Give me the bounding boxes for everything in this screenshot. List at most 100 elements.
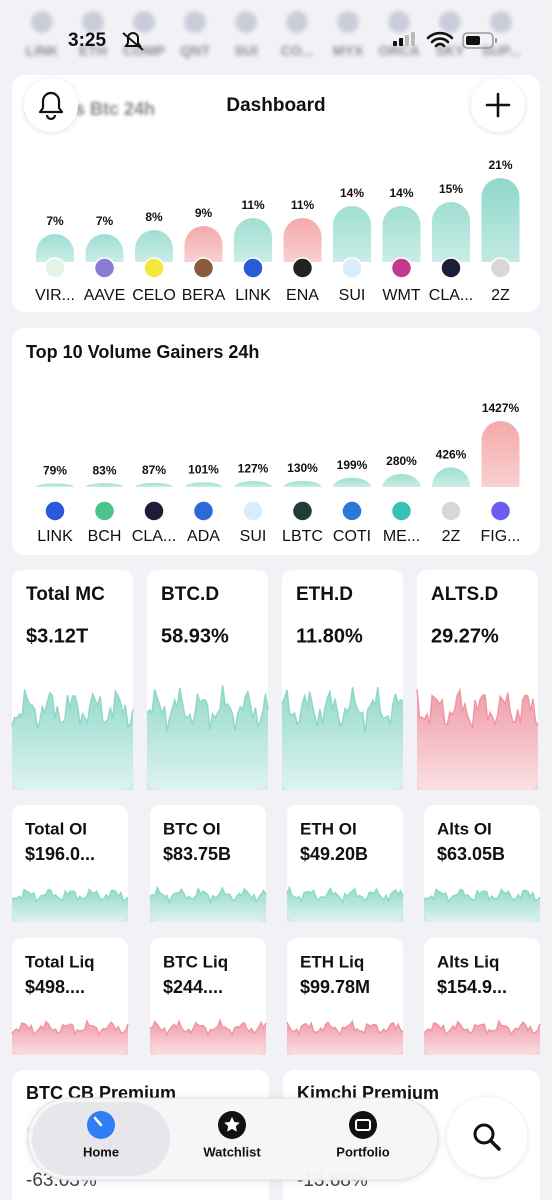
bar-value-label: 21% bbox=[488, 158, 512, 172]
ticker-icon bbox=[133, 11, 155, 33]
header-title: Dashboard bbox=[226, 95, 325, 116]
sparkline-area bbox=[150, 887, 266, 922]
card-glyph bbox=[355, 1119, 371, 1131]
wifi-icon bbox=[426, 31, 454, 48]
sparkline-line bbox=[11, 1019, 129, 1037]
bar bbox=[184, 226, 223, 262]
coin-name: FIG... bbox=[481, 528, 521, 545]
bar bbox=[283, 480, 322, 487]
bar bbox=[184, 482, 223, 487]
status-time: 3:25 bbox=[68, 30, 106, 51]
sparkline-area bbox=[287, 887, 403, 922]
bar-value-label: 7% bbox=[96, 214, 114, 228]
coin-icon bbox=[390, 500, 413, 522]
bar bbox=[36, 234, 74, 262]
metric-value: $99.78M bbox=[300, 977, 370, 997]
status-icons bbox=[122, 31, 497, 51]
coin-name: AAVE bbox=[84, 287, 126, 304]
metric-title: Total Liq bbox=[25, 952, 95, 971]
bar-value-label: 280% bbox=[386, 454, 417, 468]
bar-value-label: 199% bbox=[337, 458, 368, 472]
ticker-icon bbox=[439, 11, 461, 33]
signal-bar bbox=[393, 41, 397, 46]
bar bbox=[234, 481, 272, 487]
battery-level bbox=[466, 36, 480, 45]
bar bbox=[382, 474, 421, 487]
metric-value: $498.... bbox=[25, 977, 85, 997]
sparkline-line bbox=[146, 685, 269, 732]
metric-value: $196.0... bbox=[25, 844, 95, 864]
coin-name: LINK bbox=[235, 287, 271, 304]
coin-icon bbox=[440, 500, 462, 522]
bar-value-label: 83% bbox=[92, 463, 116, 477]
coin-name: 2Z bbox=[491, 287, 510, 304]
coin-icon bbox=[143, 500, 165, 522]
tab-item[interactable]: Watchlist bbox=[203, 1111, 261, 1159]
ticker-icon bbox=[82, 11, 104, 33]
coin-name: CLA... bbox=[429, 287, 473, 304]
signal-bar bbox=[411, 32, 415, 46]
metric-title: ETH.D bbox=[296, 584, 353, 605]
coin-icon bbox=[341, 500, 363, 522]
sparkline-line bbox=[423, 1019, 541, 1037]
coin-icon bbox=[341, 257, 363, 279]
search-button[interactable] bbox=[447, 1097, 527, 1177]
bar-value-label: 8% bbox=[145, 210, 163, 224]
metric-card[interactable] bbox=[424, 805, 540, 922]
bar-value-label: 9% bbox=[195, 206, 213, 220]
tab-label: Home bbox=[83, 1144, 119, 1159]
coin-icon bbox=[489, 257, 512, 279]
ticker-icon bbox=[337, 11, 359, 33]
bar bbox=[333, 477, 371, 487]
bell-icon bbox=[38, 91, 64, 121]
metric-value: 58.93% bbox=[161, 625, 229, 647]
metric-card[interactable] bbox=[12, 805, 128, 922]
bar bbox=[481, 178, 520, 262]
signal-bar bbox=[399, 38, 403, 46]
tab-item[interactable]: Home bbox=[83, 1111, 119, 1159]
bar bbox=[36, 483, 74, 487]
coin-name: LBTC bbox=[282, 528, 323, 545]
tab-label: Portfolio bbox=[336, 1144, 389, 1159]
metric-title: BTC OI bbox=[163, 819, 221, 838]
bar-value-label: 7% bbox=[46, 214, 64, 228]
bar bbox=[135, 482, 173, 487]
gauge-needle bbox=[93, 1116, 103, 1127]
bar-value-label: 14% bbox=[389, 186, 413, 200]
metric-value: 29.27% bbox=[431, 625, 499, 647]
coin-icon bbox=[44, 500, 66, 522]
coin-name: CLA... bbox=[132, 528, 176, 545]
button-bg bbox=[447, 1097, 527, 1177]
metric-value: $3.12T bbox=[26, 625, 88, 647]
search-lens bbox=[473, 1123, 495, 1145]
sparkline-line bbox=[286, 885, 404, 904]
metric-title: ETH Liq bbox=[300, 952, 364, 971]
bar bbox=[283, 218, 322, 262]
metric-value: $63.05B bbox=[437, 844, 505, 864]
sparkline-line bbox=[11, 888, 129, 903]
star bbox=[224, 1117, 240, 1132]
ticker-label: SUI bbox=[234, 43, 257, 59]
sparkline-line bbox=[11, 689, 134, 731]
sparkline-line bbox=[281, 686, 404, 734]
bar bbox=[85, 483, 124, 487]
bar bbox=[382, 206, 421, 262]
ticker-label: MYX bbox=[333, 43, 364, 59]
sparkline-line bbox=[416, 687, 539, 731]
metric-title: ETH OI bbox=[300, 819, 357, 838]
ticker-label: ETH bbox=[79, 43, 107, 59]
add-button[interactable] bbox=[471, 78, 525, 132]
tab-item[interactable]: Portfolio bbox=[336, 1111, 390, 1159]
coin-name: ADA bbox=[187, 528, 220, 545]
sparkline-line bbox=[423, 888, 541, 903]
coin-icon bbox=[93, 257, 116, 279]
bar-value-label: 11% bbox=[291, 198, 315, 212]
card-title: Top 10 Volume Gainers 24h bbox=[26, 342, 259, 362]
bar bbox=[333, 206, 371, 262]
coin-name: BCH bbox=[88, 528, 122, 545]
bell-button[interactable] bbox=[24, 78, 78, 132]
metric-title: Alts Liq bbox=[437, 952, 499, 971]
bar bbox=[432, 467, 470, 487]
coin-name: 2Z bbox=[442, 528, 461, 545]
ticker-label: SUP... bbox=[482, 43, 521, 59]
